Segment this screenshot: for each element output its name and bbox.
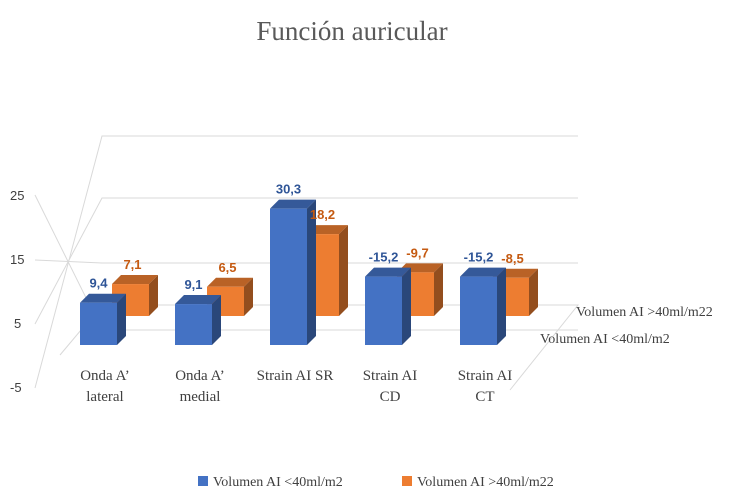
data-label: 18,2 <box>310 207 335 222</box>
category-label: CT <box>475 389 494 405</box>
data-label: 30,3 <box>276 182 301 197</box>
bar-side-face <box>117 293 126 345</box>
depth-axis-label: Volumen AI >40ml/m22 <box>576 305 713 320</box>
bar-top-face <box>365 267 411 277</box>
bar-top-face <box>460 267 506 277</box>
gridline <box>34 259 578 264</box>
bar-front-face <box>460 276 497 345</box>
value-labels: 7,1 6,5 18,2 -9,7 -8,5 9,4 9,1 30,3 -15,2 -15,2 <box>89 182 523 292</box>
bar-top-face <box>80 293 126 303</box>
y-tick-label: 15 <box>10 252 24 267</box>
category-label: Strain AI <box>458 368 513 384</box>
bar-top-face <box>207 277 253 287</box>
gridline <box>34 135 578 389</box>
y-tick-label: 25 <box>10 188 24 203</box>
legend: Volumen AI <40ml/m2 Volumen AI >40ml/m22 <box>198 475 554 490</box>
bar-side-face <box>497 267 506 345</box>
category-label: Strain AI <box>363 368 418 384</box>
depth-axis-label: Volumen AI <40ml/m2 <box>540 332 670 347</box>
bar-top-face <box>270 199 316 209</box>
bar <box>365 267 411 345</box>
bar-side-face <box>434 263 443 316</box>
legend-swatch-series-1 <box>198 476 208 486</box>
category-label: CD <box>380 389 401 405</box>
bar <box>80 293 126 345</box>
data-label: 9,4 <box>89 276 108 291</box>
data-label: 7,1 <box>123 257 141 272</box>
bar-side-face <box>244 277 253 316</box>
category-label: Onda A’ <box>175 368 225 384</box>
category-label: Onda A’ <box>80 368 130 384</box>
legend-swatch-series-2 <box>402 476 412 486</box>
bar-top-face <box>112 275 158 285</box>
bar-side-face <box>212 295 221 345</box>
bars <box>80 199 538 345</box>
bar-front-face <box>270 208 307 345</box>
y-tick-label: -5 <box>10 380 22 395</box>
bar-side-face <box>307 199 316 345</box>
bar-side-face <box>402 267 411 345</box>
bar-side-face <box>149 275 158 316</box>
category-labels: Onda A’ lateral Onda A’ medial Strain AI SR S… <box>80 368 512 405</box>
bar-front-face <box>175 304 212 345</box>
bar <box>175 295 221 345</box>
data-label: 6,5 <box>218 260 236 275</box>
category-label: medial <box>180 389 221 405</box>
data-label: -8,5 <box>501 251 523 266</box>
bar <box>460 267 506 345</box>
data-label: 9,1 <box>184 277 202 292</box>
grid-lines <box>34 135 578 389</box>
bar-front-face <box>365 276 402 345</box>
bar-top-face <box>175 295 221 305</box>
bar <box>207 277 253 316</box>
y-tick-labels: 25 15 5 -5 <box>10 188 24 395</box>
bar <box>270 199 316 345</box>
data-label: -9,7 <box>406 245 428 260</box>
chart-title: Función auricular <box>256 16 447 46</box>
data-label: -15,2 <box>464 250 494 265</box>
bar-side-face <box>529 268 538 316</box>
category-label: Strain AI SR <box>257 368 334 384</box>
gridline <box>34 197 578 325</box>
data-label: -15,2 <box>369 250 399 265</box>
bar-side-face <box>339 225 348 316</box>
bar-front-face <box>80 302 117 345</box>
y-tick-label: 5 <box>14 316 21 331</box>
legend-label-series-1: Volumen AI <40ml/m2 <box>213 475 343 490</box>
category-label: lateral <box>86 389 123 405</box>
legend-label-series-2: Volumen AI >40ml/m22 <box>417 475 554 490</box>
